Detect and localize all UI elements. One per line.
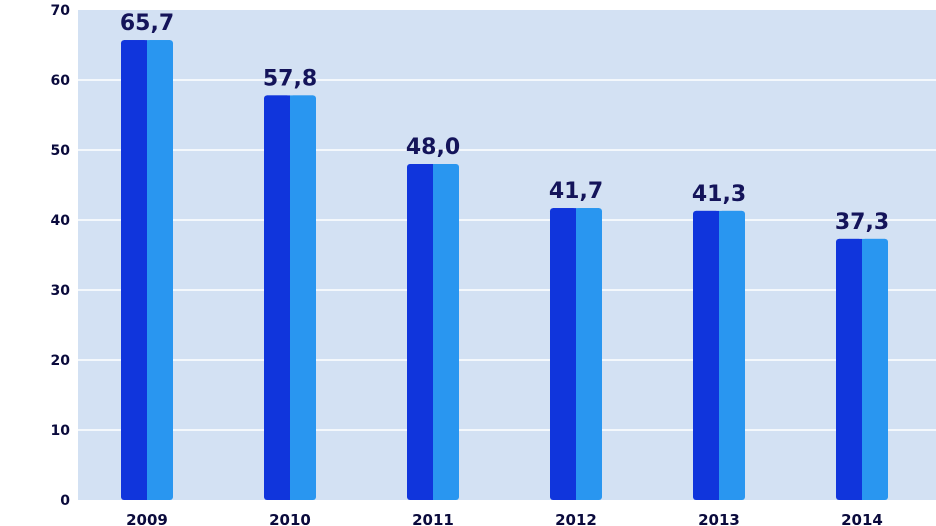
bar-2014 bbox=[836, 238, 888, 500]
bar-2013 bbox=[693, 210, 745, 500]
bar-dark-fill bbox=[839, 238, 862, 500]
bar-2011 bbox=[407, 164, 459, 500]
x-tick-label-2009: 2009 bbox=[126, 511, 168, 526]
data-label-2013: 41,3 bbox=[692, 182, 746, 207]
data-label-2010: 57,8 bbox=[263, 66, 317, 91]
x-tick-label-2010: 2010 bbox=[269, 511, 311, 526]
data-label-2012: 41,7 bbox=[549, 179, 603, 204]
y-tick-label: 10 bbox=[51, 423, 71, 439]
plot-background bbox=[78, 10, 936, 500]
data-label-2011: 48,0 bbox=[406, 135, 460, 160]
x-tick-label-2011: 2011 bbox=[412, 511, 454, 526]
bars bbox=[121, 40, 888, 501]
y-tick-label: 60 bbox=[51, 73, 71, 89]
bar-light-fill bbox=[433, 164, 456, 500]
y-tick-label: 70 bbox=[51, 3, 71, 19]
y-tick-label: 40 bbox=[51, 213, 71, 229]
y-tick-label: 50 bbox=[51, 143, 71, 159]
bar-light-fill bbox=[862, 238, 885, 500]
bar-light-fill bbox=[147, 40, 170, 500]
data-label-2014: 37,3 bbox=[835, 210, 889, 235]
gridlines bbox=[78, 79, 936, 431]
bar-light-fill bbox=[576, 208, 599, 500]
bar-dark-fill bbox=[696, 210, 719, 500]
y-axis-ticks: 0 10 20 30 40 50 60 70 bbox=[51, 3, 71, 509]
data-labels: 65,7 57,8 48,0 41,7 41,3 37,3 bbox=[120, 11, 889, 235]
y-tick-label: 30 bbox=[51, 283, 71, 299]
y-tick-label: 20 bbox=[51, 353, 71, 369]
bar-2010 bbox=[264, 95, 316, 501]
x-tick-label-2014: 2014 bbox=[841, 511, 883, 526]
bar-2012 bbox=[550, 208, 602, 500]
bar-light-fill bbox=[719, 210, 742, 500]
data-label-2009: 65,7 bbox=[120, 11, 174, 36]
x-tick-label-2013: 2013 bbox=[698, 511, 740, 526]
y-tick-label: 0 bbox=[60, 493, 70, 509]
bar-dark-fill bbox=[267, 95, 290, 501]
x-axis-ticks: 2009 2010 2011 2012 2013 2014 bbox=[126, 511, 883, 526]
bar-dark-fill bbox=[553, 208, 576, 500]
bar-dark-fill bbox=[124, 40, 147, 500]
x-tick-label-2012: 2012 bbox=[555, 511, 597, 526]
bar-light-fill bbox=[290, 95, 313, 501]
bar-dark-fill bbox=[410, 164, 433, 500]
bar-2009 bbox=[121, 40, 173, 500]
